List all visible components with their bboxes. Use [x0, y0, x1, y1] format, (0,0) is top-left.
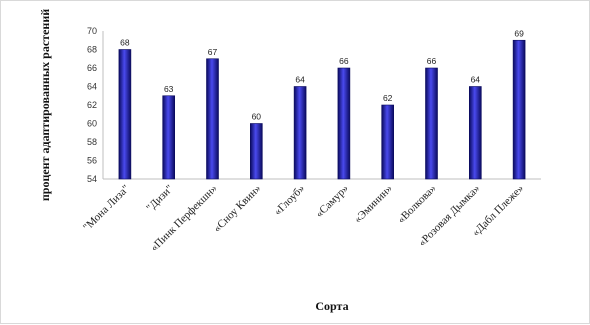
x-category-label: «Эминин» [352, 183, 395, 226]
y-axis-title: процент адаптированных растений [38, 9, 52, 201]
x-category-label: «Глоуб» [272, 183, 307, 218]
bar [512, 39, 526, 180]
data-label: 67 [208, 47, 218, 57]
x-category-label: "Мона Лиза" [81, 183, 132, 234]
bar [468, 86, 482, 180]
x-category-label: «Волкова» [395, 183, 438, 226]
data-label: 68 [120, 38, 130, 48]
data-label: 62 [383, 93, 393, 103]
x-category-label: «Сноу Квин» [211, 183, 263, 235]
data-label: 64 [471, 75, 481, 85]
y-tick-label: 66 [87, 63, 97, 73]
data-label: 64 [295, 75, 305, 85]
bar [293, 86, 307, 180]
y-tick-label: 60 [87, 119, 97, 129]
data-label: 63 [164, 84, 174, 94]
bar [425, 67, 438, 180]
axes [102, 31, 541, 180]
bar [162, 95, 175, 180]
data-label: 60 [252, 112, 262, 122]
data-labels: 68 63 67 60 64 66 62 66 64 69 [120, 28, 524, 121]
y-tick-label: 70 [87, 26, 97, 36]
y-tick-label: 62 [87, 100, 97, 110]
y-tick-label: 64 [87, 82, 97, 92]
y-tick-labels: 54 56 58 60 62 64 66 68 70 [87, 26, 97, 184]
bar [250, 123, 263, 180]
data-label: 69 [514, 28, 524, 38]
bar [381, 104, 395, 180]
x-category-label: "Дизи" [144, 183, 176, 215]
bar [118, 49, 132, 180]
bar [337, 67, 351, 180]
y-tick-label: 68 [87, 45, 97, 55]
data-label: 66 [427, 56, 437, 66]
x-category-label: «Самур» [313, 183, 351, 221]
bars [118, 39, 526, 180]
y-tick-label: 56 [87, 156, 97, 166]
y-tick-label: 54 [87, 174, 97, 184]
x-category-labels: "Мона Лиза" "Дизи"«Пинк Перфекшн»«Сноу Кв… [81, 183, 526, 254]
y-tick-label: 58 [87, 137, 97, 147]
data-label: 66 [339, 56, 349, 66]
x-axis-title: Сорта [315, 299, 348, 313]
bar [206, 58, 219, 180]
